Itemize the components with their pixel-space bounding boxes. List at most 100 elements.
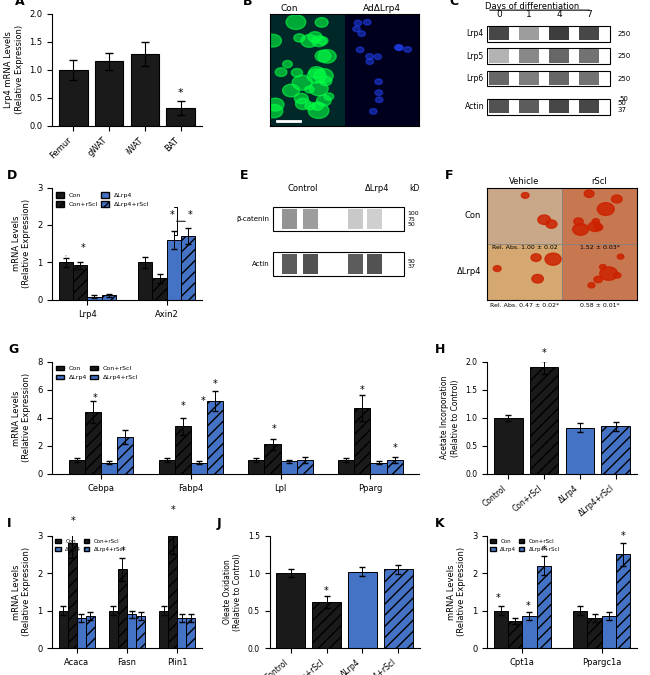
Text: *: * — [324, 586, 329, 596]
Circle shape — [308, 32, 322, 43]
Circle shape — [353, 26, 360, 32]
Bar — [73, 265, 87, 300]
Text: A: A — [14, 0, 24, 7]
Text: *: * — [541, 545, 546, 555]
Bar — [348, 209, 363, 229]
Bar — [68, 543, 77, 648]
Y-axis label: Oleate Oxidation
(Relative to Control): Oleate Oxidation (Relative to Control) — [223, 553, 242, 630]
Text: Rel. Abs. 0.47 ± 0.02*: Rel. Abs. 0.47 ± 0.02* — [490, 302, 559, 308]
Bar — [494, 418, 523, 474]
Circle shape — [395, 45, 402, 50]
Legend: Con, Con+rScl, ΔLrp4, ΔLrp4+rScl: Con, Con+rScl, ΔLrp4, ΔLrp4+rScl — [55, 191, 150, 208]
Circle shape — [366, 54, 373, 59]
Circle shape — [574, 218, 583, 225]
Text: Con: Con — [280, 4, 298, 14]
Bar — [508, 621, 523, 648]
Bar — [85, 412, 101, 474]
Bar — [367, 209, 382, 229]
Bar — [159, 611, 168, 648]
Text: 0: 0 — [496, 10, 502, 19]
Bar — [272, 207, 404, 232]
Circle shape — [358, 31, 365, 36]
Text: Lrp5: Lrp5 — [467, 52, 484, 61]
Circle shape — [309, 82, 328, 96]
Circle shape — [588, 283, 595, 288]
Bar — [265, 444, 281, 474]
Circle shape — [354, 20, 361, 26]
Circle shape — [545, 253, 561, 265]
Text: H: H — [434, 343, 445, 356]
Bar — [487, 49, 610, 64]
Y-axis label: mRNA Levels
(Relative Expression): mRNA Levels (Relative Expression) — [12, 373, 31, 462]
Circle shape — [286, 15, 306, 30]
Bar — [579, 100, 599, 113]
Bar — [248, 460, 265, 474]
Bar — [101, 462, 117, 474]
Bar — [281, 461, 297, 474]
Bar — [191, 462, 207, 474]
Circle shape — [375, 90, 383, 95]
Bar — [101, 296, 116, 300]
Text: AdΔLrp4: AdΔLrp4 — [363, 4, 401, 14]
Text: 50
37: 50 37 — [618, 100, 627, 113]
Bar — [281, 209, 296, 229]
Circle shape — [291, 68, 303, 77]
Text: Actin: Actin — [465, 102, 484, 111]
Bar — [177, 618, 186, 648]
Text: kD: kD — [409, 184, 419, 193]
Bar — [58, 263, 73, 300]
Circle shape — [600, 267, 618, 280]
Bar — [348, 572, 377, 648]
Text: 250: 250 — [618, 53, 630, 59]
Text: *: * — [360, 385, 365, 394]
Text: 0.58 ± 0.01*: 0.58 ± 0.01* — [580, 302, 619, 308]
Circle shape — [370, 109, 377, 114]
Text: *: * — [496, 593, 501, 603]
Text: *: * — [621, 531, 625, 541]
Circle shape — [301, 34, 318, 47]
Y-axis label: Acetate Incorporation
(Relative to Control): Acetate Incorporation (Relative to Contr… — [440, 376, 460, 460]
Text: *: * — [272, 424, 277, 434]
Bar — [537, 566, 551, 648]
Circle shape — [546, 220, 557, 228]
Bar — [487, 244, 562, 300]
Text: *: * — [92, 393, 97, 403]
Bar — [519, 49, 539, 63]
Circle shape — [294, 93, 308, 104]
Circle shape — [597, 202, 614, 215]
Circle shape — [312, 102, 323, 110]
Bar — [138, 263, 152, 300]
Circle shape — [376, 97, 383, 103]
Circle shape — [317, 37, 328, 45]
Bar — [562, 188, 637, 244]
Text: Lrp6: Lrp6 — [467, 74, 484, 83]
Text: β-catenin: β-catenin — [237, 216, 270, 222]
Bar — [348, 254, 363, 274]
Text: 50
37: 50 37 — [408, 259, 415, 269]
Text: Rel. Abs. 1.00 ± 0.02: Rel. Abs. 1.00 ± 0.02 — [491, 245, 557, 250]
Circle shape — [265, 34, 281, 47]
Circle shape — [538, 215, 551, 224]
Bar — [175, 426, 191, 474]
Text: 1.52 ± 0.03*: 1.52 ± 0.03* — [580, 245, 619, 250]
Circle shape — [296, 99, 311, 109]
Text: E: E — [239, 169, 248, 182]
Text: *: * — [213, 379, 218, 389]
Bar — [136, 616, 145, 648]
Circle shape — [315, 18, 328, 27]
Bar — [487, 188, 562, 244]
Text: *: * — [187, 209, 192, 219]
Circle shape — [292, 75, 312, 90]
Bar — [602, 616, 616, 648]
Bar — [494, 611, 508, 648]
Text: D: D — [7, 169, 18, 182]
Text: *: * — [541, 348, 547, 358]
Bar — [530, 367, 558, 474]
Text: *: * — [181, 402, 185, 411]
Text: J: J — [217, 517, 222, 530]
Bar — [77, 618, 86, 648]
Bar — [616, 554, 630, 648]
Bar — [159, 460, 175, 474]
Circle shape — [599, 265, 606, 269]
Circle shape — [584, 190, 594, 197]
